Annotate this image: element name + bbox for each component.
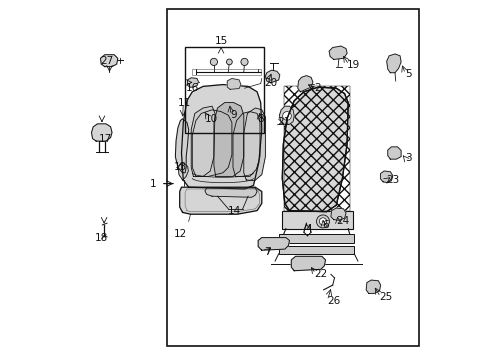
Text: 25: 25 (379, 292, 392, 302)
Text: 4: 4 (305, 224, 312, 234)
Text: 11: 11 (178, 98, 191, 108)
Polygon shape (330, 208, 346, 220)
Text: 16: 16 (186, 83, 199, 93)
Bar (284, 86, 349, 211)
Polygon shape (387, 147, 400, 159)
Polygon shape (366, 280, 380, 293)
Polygon shape (175, 119, 188, 173)
Polygon shape (265, 70, 279, 83)
Polygon shape (178, 164, 188, 180)
Polygon shape (227, 78, 241, 89)
Text: 27: 27 (101, 56, 114, 66)
Circle shape (282, 112, 291, 120)
Circle shape (241, 58, 247, 66)
Polygon shape (179, 187, 261, 214)
Text: 23: 23 (386, 175, 399, 185)
Text: 14: 14 (228, 206, 241, 216)
Polygon shape (386, 54, 400, 73)
Polygon shape (181, 85, 261, 189)
Polygon shape (213, 103, 244, 176)
Polygon shape (101, 55, 118, 67)
Text: 2: 2 (314, 83, 321, 93)
Text: 21: 21 (276, 117, 289, 127)
Text: 19: 19 (346, 60, 360, 70)
Text: 10: 10 (204, 114, 218, 124)
Polygon shape (204, 188, 257, 197)
Polygon shape (187, 78, 198, 87)
Text: 1: 1 (149, 179, 156, 189)
Polygon shape (232, 112, 260, 176)
Polygon shape (297, 76, 312, 92)
Circle shape (316, 215, 329, 228)
Text: 6: 6 (321, 220, 328, 230)
Polygon shape (258, 238, 289, 250)
Text: 5: 5 (404, 69, 410, 79)
Polygon shape (244, 108, 265, 181)
Bar (278, 234, 354, 243)
Polygon shape (191, 106, 215, 176)
Text: 9: 9 (230, 110, 236, 120)
Circle shape (319, 218, 326, 225)
Bar (278, 246, 354, 254)
Polygon shape (380, 171, 392, 183)
Circle shape (226, 59, 232, 65)
Circle shape (210, 58, 217, 66)
Text: 18: 18 (95, 233, 108, 243)
Text: 26: 26 (326, 296, 340, 306)
Polygon shape (91, 124, 112, 141)
Text: 8: 8 (257, 114, 263, 124)
Polygon shape (282, 87, 347, 212)
Polygon shape (192, 110, 231, 176)
Bar (282, 211, 352, 229)
Text: 20: 20 (264, 78, 277, 88)
Text: 15: 15 (214, 36, 227, 46)
Text: 17: 17 (99, 134, 112, 144)
Text: 13: 13 (174, 162, 187, 172)
Text: 7: 7 (264, 247, 270, 257)
Polygon shape (291, 256, 325, 271)
Text: 12: 12 (174, 229, 187, 239)
Bar (167, 9, 418, 346)
Polygon shape (328, 46, 346, 59)
Polygon shape (279, 106, 294, 124)
Bar (192, 69, 260, 75)
Text: 3: 3 (404, 153, 410, 163)
Text: 22: 22 (314, 269, 327, 279)
Text: 24: 24 (336, 216, 349, 226)
Bar (185, 47, 264, 133)
